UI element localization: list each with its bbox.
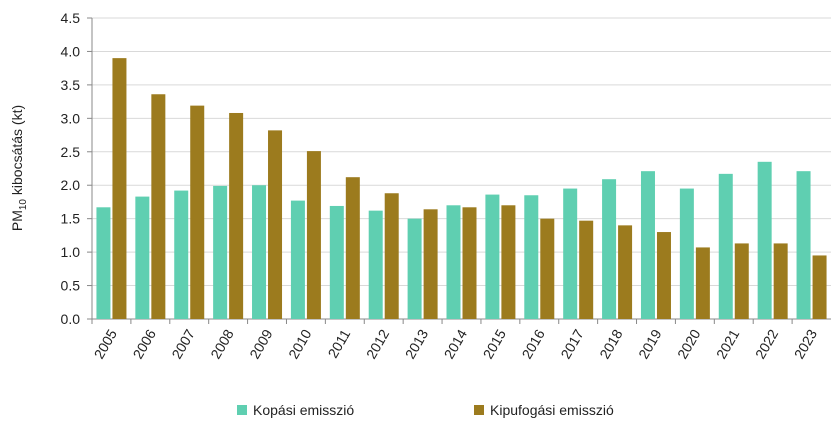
x-tick-label: 2011: [325, 326, 354, 360]
x-tick-label: 2021: [713, 326, 743, 361]
y-tick-label: 4.0: [61, 43, 81, 59]
bar: [306, 151, 321, 319]
bar: [757, 161, 772, 319]
legend-label: Kipufogási emisszió: [490, 402, 614, 418]
x-tick-label: 2016: [518, 326, 548, 361]
bar: [213, 185, 228, 319]
bar: [640, 171, 655, 319]
bar: [679, 188, 694, 319]
legend-swatch: [474, 405, 484, 415]
bar: [618, 225, 633, 319]
bar: [485, 194, 500, 319]
bar: [796, 171, 811, 319]
bar: [290, 200, 305, 319]
bar: [190, 105, 205, 319]
bar: [407, 218, 422, 319]
x-tick-label: 2018: [596, 326, 626, 361]
y-axis-label: PM10 kibocsátás (kt): [9, 105, 29, 231]
x-tick-label: 2023: [791, 326, 821, 361]
y-tick-label: 1.5: [61, 211, 81, 227]
x-tick-label: 2020: [674, 326, 704, 361]
x-tick-label: 2005: [91, 326, 121, 361]
bar: [112, 58, 127, 320]
y-tick-label: 1.0: [61, 244, 81, 260]
bar: [579, 220, 594, 319]
bar: [268, 130, 283, 319]
bar: [446, 205, 461, 319]
bar: [695, 247, 710, 319]
x-tick-label: 2009: [246, 326, 276, 361]
x-tick-label: 2022: [752, 326, 782, 361]
x-tick-label: 2006: [130, 326, 160, 361]
bar: [96, 207, 111, 319]
bar: [135, 196, 150, 319]
bar: [151, 94, 166, 320]
y-tick-label: 3.5: [61, 77, 81, 93]
y-tick-label: 0.5: [61, 278, 81, 294]
bar: [563, 188, 578, 319]
legend-label: Kopási emisszió: [253, 402, 354, 418]
bar: [252, 185, 267, 319]
bar: [345, 177, 360, 319]
bar: [423, 209, 438, 319]
bar: [384, 193, 399, 319]
bar: [501, 205, 516, 319]
y-tick-label: 2.5: [61, 144, 81, 160]
y-tick-label: 2.0: [61, 177, 81, 193]
x-tick-label: 2008: [207, 326, 237, 361]
bar: [734, 243, 749, 319]
bar: [462, 207, 477, 319]
x-tick-label: 2010: [285, 326, 315, 361]
bar: [329, 205, 344, 319]
y-tick-label: 3.0: [61, 110, 81, 126]
bar: [773, 243, 788, 319]
bar: [540, 218, 555, 319]
x-tick-label: 2015: [480, 326, 510, 361]
x-tick-label: 2014: [441, 326, 471, 361]
y-tick-label: 4.5: [61, 10, 81, 26]
legend-swatch: [237, 405, 247, 415]
bar: [656, 232, 671, 319]
y-tick-label: 0.0: [61, 311, 81, 327]
bar: [229, 112, 244, 319]
x-tick-label: 2007: [168, 326, 198, 361]
x-tick-label: 2017: [557, 326, 587, 361]
bar: [718, 173, 733, 319]
x-tick-label: 2012: [363, 326, 393, 361]
x-tick-label: 2013: [402, 326, 432, 361]
bar: [524, 195, 539, 319]
bar: [812, 255, 827, 319]
x-tick-label: 2019: [635, 326, 665, 361]
bar: [602, 179, 617, 319]
bar: [174, 190, 189, 319]
bar: [368, 210, 383, 319]
